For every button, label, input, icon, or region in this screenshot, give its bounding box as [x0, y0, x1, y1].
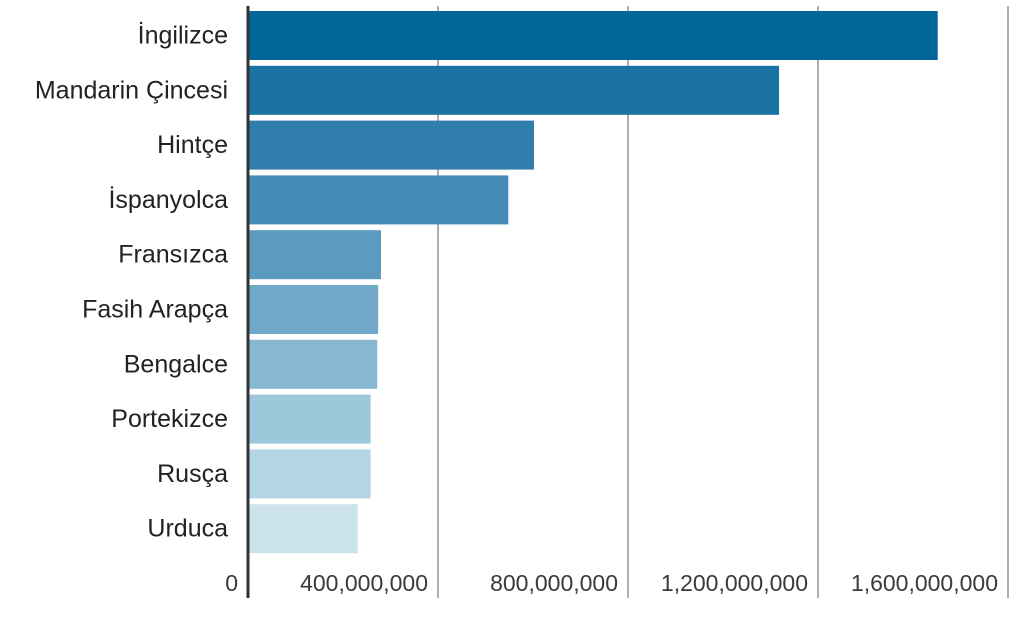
category-label: Rusça — [157, 460, 228, 488]
bar — [248, 65, 780, 115]
category-label: İspanyolca — [108, 185, 228, 214]
bar — [248, 230, 381, 280]
bar — [248, 120, 534, 170]
bars — [248, 11, 938, 554]
bar — [248, 394, 371, 444]
category-label: Mandarin Çincesi — [35, 76, 228, 104]
bar — [248, 285, 379, 334]
bar — [248, 504, 358, 554]
category-labels: İngilizce Mandarin Çincesi Hintçe İspanyolc… — [35, 21, 228, 543]
x-tick-labels: 0 400,000,000 800,000,000 1,200,000,000 1,60… — [225, 570, 998, 596]
category-label: Bengalce — [124, 350, 228, 378]
x-tick-label: 1,200,000,000 — [661, 570, 808, 596]
category-label: Portekizce — [111, 405, 228, 433]
x-tick-label: 1,600,000,000 — [851, 570, 998, 596]
category-label: Urduca — [147, 515, 228, 543]
x-tick-label: 800,000,000 — [490, 570, 618, 596]
bar — [248, 175, 509, 225]
x-tick-label: 0 — [225, 570, 238, 596]
bar — [248, 339, 378, 389]
category-label: İngilizce — [138, 21, 228, 50]
bar — [248, 11, 938, 60]
x-tick-label: 400,000,000 — [300, 570, 428, 596]
category-label: Hintçe — [157, 131, 228, 159]
category-label: Fasih Arapça — [82, 296, 228, 324]
category-label: Fransızca — [118, 241, 228, 269]
bar — [248, 449, 371, 499]
